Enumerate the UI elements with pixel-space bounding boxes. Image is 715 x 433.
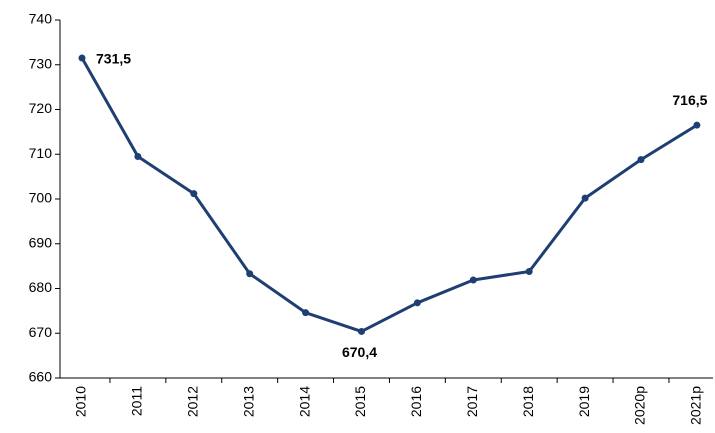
point: [190, 190, 198, 198]
y-tick-label: 710: [29, 145, 53, 161]
data-label: 716,5: [672, 92, 707, 108]
point: [469, 276, 477, 284]
point: [246, 270, 254, 278]
x-tick-label: 2011: [129, 386, 145, 416]
line: [80, 57, 698, 333]
x-tick-label: 2021p: [688, 386, 704, 425]
x-tick-label: 2016: [408, 386, 424, 417]
point: [78, 54, 86, 62]
y-tick-label: 700: [29, 190, 53, 206]
y-tick-label: 720: [29, 100, 53, 116]
point: [302, 309, 310, 317]
x-tick-label: 2010: [73, 386, 89, 417]
y-tick-label: 740: [29, 11, 53, 27]
point: [693, 121, 701, 129]
data-label: 731,5: [96, 51, 131, 67]
x-tick-label: 2012: [185, 386, 201, 417]
point: [134, 152, 142, 160]
x-tick-label: 2018: [520, 386, 536, 417]
y-tick-label: 690: [29, 234, 53, 250]
y-tick-label: 680: [29, 279, 53, 295]
y-tick-label: 730: [29, 55, 53, 71]
x-tick-label: 2015: [352, 386, 368, 417]
point: [637, 156, 645, 164]
y-tick-label: 670: [29, 324, 53, 340]
point: [581, 194, 589, 202]
x-tick-label: 2013: [240, 386, 256, 417]
point: [525, 267, 533, 275]
x-tick-label: 2019: [576, 386, 592, 417]
y-tick-label: 660: [29, 369, 53, 385]
data-label: 670,4: [342, 344, 377, 360]
x-tick-label: 2017: [464, 386, 480, 417]
x-tick-label: 2020p: [632, 386, 648, 425]
point: [413, 299, 421, 307]
point: [358, 327, 365, 335]
x-tick-label: 2014: [296, 386, 312, 417]
